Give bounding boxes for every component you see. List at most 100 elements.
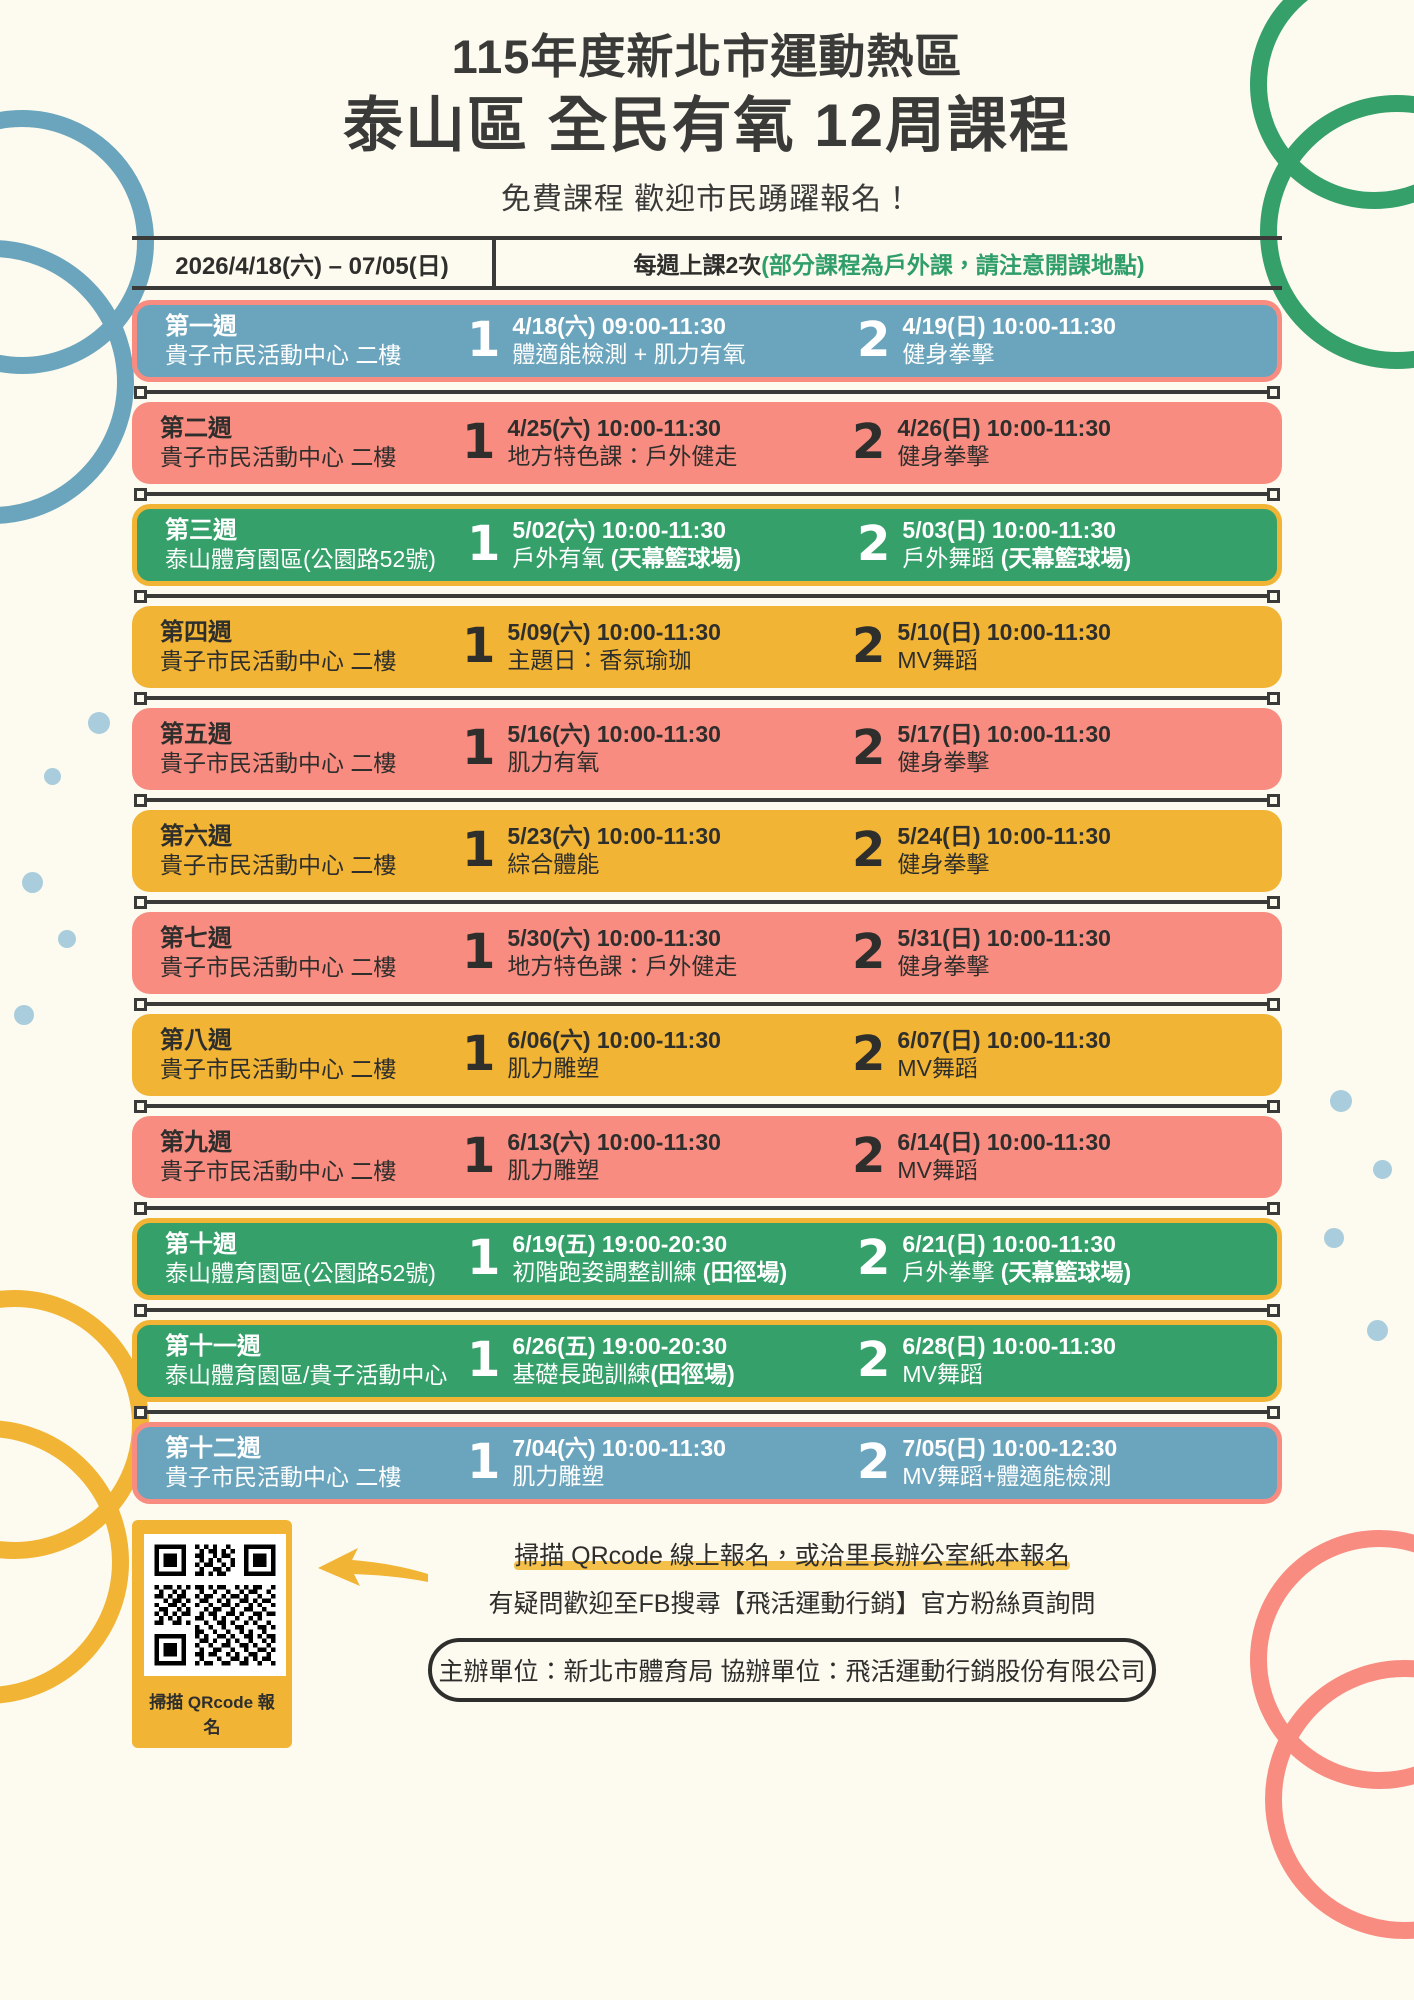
week-row[interactable]: 第六週 貴子市民活動中心 二樓 1 5/23(六) 10:00-11:30 綜合體能 2 5…	[132, 810, 1282, 893]
session-cell[interactable]: 1 5/02(六) 10:00-11:30 戶外有氧 (天幕籃球場)	[467, 517, 857, 573]
session-cell[interactable]: 2 5/03(日) 10:00-11:30 戶外舞蹈 (天幕籃球場)	[857, 517, 1277, 573]
session-number-badge: 2	[852, 1026, 886, 1083]
session-cell[interactable]: 1 4/18(六) 09:00-11:30 體適能檢測 + 肌力有氧	[467, 313, 857, 369]
poster-header: 115年度新北市運動熱區 泰山區 全民有氧 12周課程 免費課程 歡迎市民踴躍報…	[0, 0, 1414, 218]
week-row[interactable]: 第四週 貴子市民活動中心 二樓 1 5/09(六) 10:00-11:30 主題日：香氛…	[132, 606, 1282, 689]
session-cell[interactable]: 1 6/19(五) 19:00-20:30 初階跑姿調整訓練 (田徑場)	[467, 1231, 857, 1287]
connector-cap-left	[134, 1099, 147, 1113]
session-class-name: MV舞蹈	[897, 647, 1111, 675]
session-cell[interactable]: 2 6/14(日) 10:00-11:30 MV舞蹈	[852, 1129, 1282, 1185]
week-venue-label: 貴子市民活動中心 二樓	[160, 750, 397, 777]
week-label-cell: 第五週 貴子市民活動中心 二樓	[132, 721, 462, 777]
session-cell[interactable]: 1 6/06(六) 10:00-11:30 肌力雕塑	[462, 1027, 852, 1083]
week-number-label: 第一週	[165, 312, 237, 340]
session-cell[interactable]: 1 5/23(六) 10:00-11:30 綜合體能	[462, 823, 852, 879]
decor-dot-3	[22, 872, 43, 893]
session-cell[interactable]: 1 5/30(六) 10:00-11:30 地方特色課：戶外健走	[462, 925, 852, 981]
session-number-badge: 1	[462, 1128, 496, 1185]
session-datetime: 6/28(日) 10:00-11:30	[902, 1333, 1116, 1360]
session-class-base: 體適能檢測 + 肌力有氧	[512, 341, 746, 368]
session-class-base: 戶外舞蹈	[902, 545, 1001, 572]
session-cell[interactable]: 2 4/26(日) 10:00-11:30 健身拳擊	[852, 415, 1282, 471]
week-row[interactable]: 第一週 貴子市民活動中心 二樓 1 4/18(六) 09:00-11:30 體適能檢測 …	[132, 300, 1282, 383]
session-class-name: 地方特色課：戶外健走	[507, 443, 737, 471]
session-number-badge: 1	[462, 822, 496, 879]
week-row[interactable]: 第九週 貴子市民活動中心 二樓 1 6/13(六) 10:00-11:30 肌力雕塑 2 6…	[132, 1116, 1282, 1199]
session-number-badge: 2	[852, 618, 886, 675]
week-venue-label: 貴子市民活動中心 二樓	[165, 1464, 402, 1491]
week-venue-label: 泰山體育園區(公園路52號)	[165, 546, 436, 573]
session-datetime: 4/18(六) 09:00-11:30	[512, 313, 726, 340]
qr-code-image[interactable]	[144, 1534, 286, 1677]
session-cell[interactable]: 1 4/25(六) 10:00-11:30 地方特色課：戶外健走	[462, 415, 852, 471]
connector-cap-right	[1267, 385, 1280, 399]
session-cell[interactable]: 2 6/07(日) 10:00-11:30 MV舞蹈	[852, 1027, 1282, 1083]
week-row[interactable]: 第十週 泰山體育園區(公園路52號) 1 6/19(五) 19:00-20:30 初階跑…	[132, 1218, 1282, 1301]
session-class-base: MV舞蹈	[902, 1361, 983, 1388]
connector-bar	[147, 1104, 1267, 1109]
connector-bar	[147, 1002, 1267, 1007]
footer-line-1: 掃描 QRcode 線上報名，或洽里長辦公室紙本報名	[514, 1536, 1070, 1572]
week-venue-label: 泰山體育園區(公園路52號)	[165, 1260, 436, 1287]
week-row[interactable]: 第八週 貴子市民活動中心 二樓 1 6/06(六) 10:00-11:30 肌力雕塑 2 6…	[132, 1014, 1282, 1097]
session-number-badge: 2	[857, 1332, 891, 1389]
arrow-svg	[318, 1548, 428, 1587]
week-row[interactable]: 第十二週 貴子市民活動中心 二樓 1 7/04(六) 10:00-11:30 肌力雕塑 2…	[132, 1422, 1282, 1505]
week-row[interactable]: 第五週 貴子市民活動中心 二樓 1 5/16(六) 10:00-11:30 肌力有氧 2 5…	[132, 708, 1282, 791]
session-number-badge: 1	[462, 618, 496, 675]
decor-dot-9	[1367, 1320, 1388, 1341]
session-cell[interactable]: 2 7/05(日) 10:00-12:30 MV舞蹈+體適能檢測	[857, 1435, 1277, 1491]
session-datetime: 5/23(六) 10:00-11:30	[507, 823, 721, 850]
row-connector	[134, 1096, 1280, 1116]
session-datetime: 5/09(六) 10:00-11:30	[507, 619, 721, 646]
week-number-label: 第二週	[160, 414, 232, 442]
frequency-note: 每週上課2次 (部分課程為戶外課，請注意開課地點)	[496, 240, 1282, 286]
connector-cap-right	[1267, 1201, 1280, 1215]
session-number-badge: 2	[857, 516, 891, 573]
session-cell[interactable]: 1 6/13(六) 10:00-11:30 肌力雕塑	[462, 1129, 852, 1185]
session-cell[interactable]: 2 6/21(日) 10:00-11:30 戶外拳擊 (天幕籃球場)	[857, 1231, 1277, 1287]
week-label-cell: 第七週 貴子市民活動中心 二樓	[132, 925, 462, 981]
session-cell[interactable]: 1 7/04(六) 10:00-11:30 肌力雕塑	[467, 1435, 857, 1491]
session-cell[interactable]: 2 4/19(日) 10:00-11:30 健身拳擊	[857, 313, 1277, 369]
row-connector	[134, 1198, 1280, 1218]
page-title: 泰山區 全民有氧 12周課程	[342, 92, 1072, 160]
session-datetime: 5/30(六) 10:00-11:30	[507, 925, 721, 952]
week-venue-label: 泰山體育園區/貴子活動中心	[165, 1362, 448, 1389]
weekly-schedule-list: 第一週 貴子市民活動中心 二樓 1 4/18(六) 09:00-11:30 體適能檢測 …	[132, 300, 1282, 1505]
session-cell[interactable]: 1 5/09(六) 10:00-11:30 主題日：香氛瑜珈	[462, 619, 852, 675]
qr-registration-box[interactable]: 掃描 QRcode 報名	[132, 1520, 292, 1749]
connector-bar	[147, 900, 1267, 905]
decor-dot-5	[14, 1005, 34, 1025]
session-cell[interactable]: 1 5/16(六) 10:00-11:30 肌力有氧	[462, 721, 852, 777]
session-number-badge: 2	[857, 1434, 891, 1491]
connector-bar	[147, 1410, 1267, 1415]
week-number-label: 第十一週	[165, 1332, 261, 1360]
session-cell[interactable]: 2 5/31(日) 10:00-11:30 健身拳擊	[852, 925, 1282, 981]
session-class-base: 健身拳擊	[897, 953, 990, 980]
session-cell[interactable]: 2 5/17(日) 10:00-11:30 健身拳擊	[852, 721, 1282, 777]
session-cell[interactable]: 2 5/24(日) 10:00-11:30 健身拳擊	[852, 823, 1282, 879]
session-datetime: 5/31(日) 10:00-11:30	[897, 925, 1111, 952]
connector-cap-right	[1267, 895, 1280, 909]
decor-ring-blue-topleft-2	[0, 240, 134, 524]
session-cell[interactable]: 2 5/10(日) 10:00-11:30 MV舞蹈	[852, 619, 1282, 675]
session-cell[interactable]: 1 6/26(五) 19:00-20:30 基礎長跑訓練(田徑場)	[467, 1333, 857, 1389]
connector-bar	[147, 492, 1267, 497]
week-row[interactable]: 第七週 貴子市民活動中心 二樓 1 5/30(六) 10:00-11:30 地方特色課：…	[132, 912, 1282, 995]
week-row[interactable]: 第十一週 泰山體育園區/貴子活動中心 1 6/26(五) 19:00-20:30 基礎長…	[132, 1320, 1282, 1403]
session-class-venue: (田徑場)	[702, 1259, 788, 1286]
session-cell[interactable]: 2 6/28(日) 10:00-11:30 MV舞蹈	[857, 1333, 1277, 1389]
connector-cap-left	[134, 1405, 147, 1419]
week-venue-label: 貴子市民活動中心 二樓	[160, 444, 397, 471]
connector-cap-right	[1267, 793, 1280, 807]
week-venue-label: 貴子市民活動中心 二樓	[165, 342, 402, 369]
week-row[interactable]: 第二週 貴子市民活動中心 二樓 1 4/25(六) 10:00-11:30 地方特色課：…	[132, 402, 1282, 485]
week-row[interactable]: 第三週 泰山體育園區(公園路52號) 1 5/02(六) 10:00-11:30 戶外有…	[132, 504, 1282, 587]
session-class-venue: (田徑場)	[650, 1361, 735, 1388]
session-class-name: 初階跑姿調整訓練 (田徑場)	[512, 1259, 787, 1287]
session-datetime: 6/19(五) 19:00-20:30	[512, 1231, 728, 1258]
connector-bar	[147, 1206, 1267, 1211]
session-class-base: 健身拳擊	[902, 341, 995, 368]
